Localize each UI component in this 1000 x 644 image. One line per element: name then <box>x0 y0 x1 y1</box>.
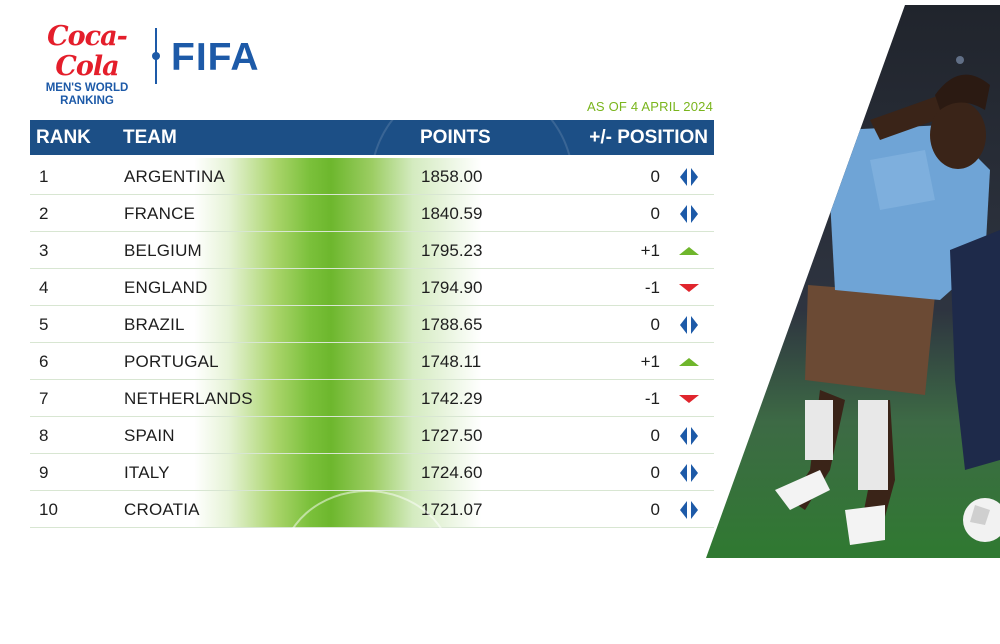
brand-header: Coca-Cola MEN'S WORLD RANKING FIFA <box>28 22 288 108</box>
trend-same-icon <box>680 168 698 186</box>
table-row: 2 FRANCE 1840.59 0 <box>30 195 714 232</box>
table-row: 5 BRAZIL 1788.65 0 <box>30 306 714 343</box>
team-cell: ENGLAND <box>124 278 208 297</box>
fifa-logo: FIFA <box>171 36 260 79</box>
header-team: TEAM <box>123 127 177 148</box>
points-cell: 1788.65 <box>421 315 483 334</box>
table-row: 3 BELGIUM 1795.23 +1 <box>30 232 714 269</box>
points-cell: 1795.23 <box>421 241 483 260</box>
points-cell: 1794.90 <box>421 278 483 297</box>
rank-cell: 1 <box>39 167 49 186</box>
points-cell: 1727.50 <box>421 426 483 445</box>
header-position-change: +/- POSITION <box>589 127 708 148</box>
table-row: 10 CROATIA 1721.07 0 <box>30 491 714 528</box>
table-body: 1 ARGENTINA 1858.00 0 2 FRANCE 1840.59 0 3 BELGIU… <box>30 158 714 528</box>
team-cell: BRAZIL <box>124 315 185 334</box>
table-row: 1 ARGENTINA 1858.00 0 <box>30 158 714 195</box>
position-change-cell: -1 <box>644 389 660 408</box>
rank-cell: 6 <box>39 352 49 371</box>
coca-cola-wordmark: Coca-Cola <box>47 21 128 82</box>
rank-cell: 10 <box>39 500 58 519</box>
coca-cola-logo: Coca-Cola MEN'S WORLD RANKING <box>28 22 146 108</box>
trend-down-icon <box>679 284 699 292</box>
as-of-date: AS OF 4 APRIL 2024 <box>587 99 713 114</box>
team-cell: PORTUGAL <box>124 352 219 371</box>
position-change-cell: +1 <box>640 352 660 371</box>
position-change-cell: 0 <box>650 204 660 223</box>
team-cell: ARGENTINA <box>124 167 225 186</box>
points-cell: 1840.59 <box>421 204 483 223</box>
rank-cell: 7 <box>39 389 49 408</box>
rank-cell: 4 <box>39 278 49 297</box>
rank-cell: 3 <box>39 241 49 260</box>
rank-cell: 2 <box>39 204 49 223</box>
header-rank: RANK <box>36 127 91 148</box>
team-cell: ITALY <box>124 463 170 482</box>
rank-cell: 9 <box>39 463 49 482</box>
trend-down-icon <box>679 395 699 403</box>
table-row: 9 ITALY 1724.60 0 <box>30 454 714 491</box>
trend-up-icon <box>679 358 699 366</box>
position-change-cell: 0 <box>650 500 660 519</box>
points-cell: 1858.00 <box>421 167 483 186</box>
header-points: POINTS <box>420 127 491 148</box>
ranking-subtitle-line2: RANKING <box>60 95 114 107</box>
points-cell: 1748.11 <box>421 352 482 371</box>
trend-same-icon <box>680 427 698 445</box>
trend-same-icon <box>680 205 698 223</box>
table-row: 4 ENGLAND 1794.90 -1 <box>30 269 714 306</box>
table-row: 6 PORTUGAL 1748.11 +1 <box>30 343 714 380</box>
points-cell: 1724.60 <box>421 463 483 482</box>
position-change-cell: 0 <box>650 463 660 482</box>
trend-same-icon <box>680 464 698 482</box>
points-cell: 1742.29 <box>421 389 483 408</box>
brand-divider-dot <box>152 52 160 60</box>
ranking-table: RANK TEAM POINTS +/- POSITION 1 ARGENTINA… <box>30 120 714 644</box>
table-header: RANK TEAM POINTS +/- POSITION <box>30 120 714 155</box>
table-row: 7 NETHERLANDS 1742.29 -1 <box>30 380 714 417</box>
position-change-cell: +1 <box>640 241 660 260</box>
team-cell: NETHERLANDS <box>124 389 253 408</box>
position-change-cell: -1 <box>644 278 660 297</box>
rank-cell: 8 <box>39 426 49 445</box>
trend-same-icon <box>680 501 698 519</box>
team-cell: BELGIUM <box>124 241 202 260</box>
position-change-cell: 0 <box>650 315 660 334</box>
trend-up-icon <box>679 247 699 255</box>
team-cell: FRANCE <box>124 204 196 223</box>
ranking-subtitle-line1: MEN'S WORLD <box>45 82 129 94</box>
rank-cell: 5 <box>39 315 49 334</box>
table-row: 8 SPAIN 1727.50 0 <box>30 417 714 454</box>
position-change-cell: 0 <box>650 426 660 445</box>
team-cell: SPAIN <box>124 426 175 445</box>
trend-same-icon <box>680 316 698 334</box>
points-cell: 1721.07 <box>421 500 483 519</box>
team-cell: CROATIA <box>124 500 200 519</box>
position-change-cell: 0 <box>650 167 660 186</box>
